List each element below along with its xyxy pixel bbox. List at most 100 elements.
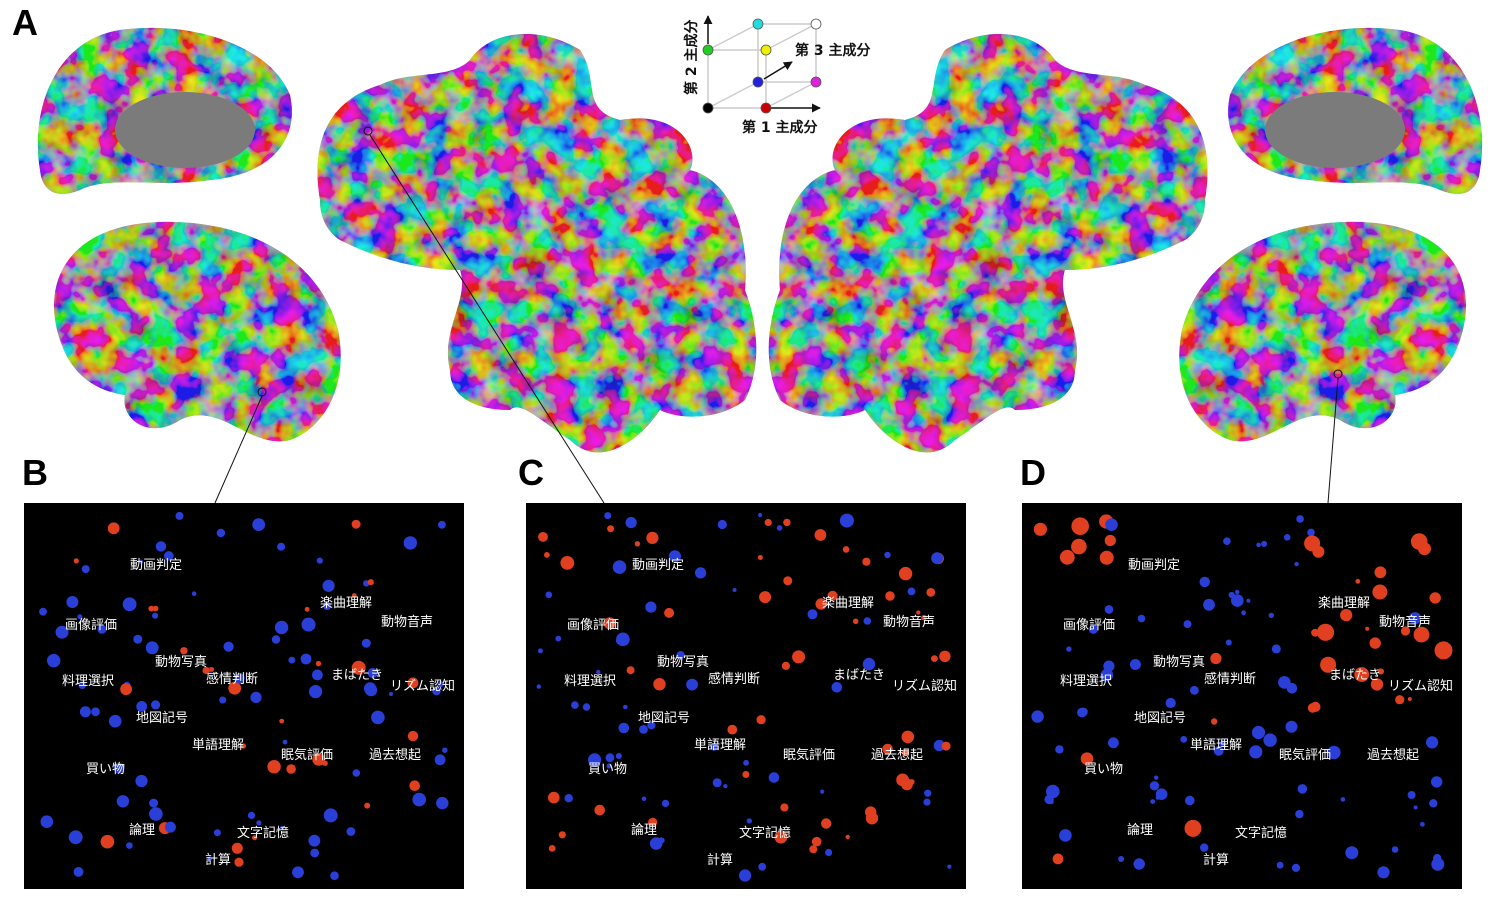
- dot: [653, 678, 666, 691]
- dot: [1433, 854, 1442, 863]
- dot: [1150, 799, 1156, 804]
- dot: [1079, 707, 1088, 717]
- dot: [1268, 612, 1274, 619]
- dot: [1059, 549, 1075, 565]
- word-label: 地図記号: [1134, 710, 1186, 726]
- dot: [432, 687, 441, 696]
- dot: [884, 551, 891, 559]
- dot: [1103, 660, 1115, 672]
- dot: [1256, 542, 1261, 548]
- panel-label: B: [22, 452, 48, 493]
- dot: [79, 706, 91, 718]
- dot: [122, 597, 137, 612]
- dot: [1033, 522, 1047, 536]
- dot: [250, 691, 262, 703]
- dot: [792, 650, 806, 664]
- dot: [548, 791, 560, 804]
- dot: [825, 848, 833, 857]
- dot: [1180, 736, 1188, 743]
- dot: [781, 661, 790, 670]
- dot: [282, 739, 288, 745]
- dot: [351, 593, 357, 598]
- word-label: 画像評価: [65, 618, 117, 633]
- axis3-label: 第 3 主成分: [795, 42, 871, 59]
- panel-background: [1022, 503, 1462, 889]
- dot: [309, 685, 323, 699]
- dot: [661, 799, 670, 807]
- dot: [1088, 624, 1098, 634]
- dot: [202, 666, 210, 675]
- dot: [1294, 561, 1299, 567]
- dot: [1431, 776, 1443, 788]
- panel-label: A: [12, 2, 38, 43]
- dot: [1261, 540, 1268, 547]
- dot: [1340, 797, 1346, 802]
- dot: [842, 546, 850, 553]
- dot: [1183, 620, 1192, 629]
- dot: [315, 660, 322, 667]
- dot: [126, 842, 133, 849]
- word-label: 眠気評価: [1279, 747, 1331, 763]
- dot: [164, 551, 174, 561]
- dot: [175, 511, 184, 520]
- dot: [442, 747, 448, 753]
- word-label: 楽曲理解: [1318, 595, 1370, 611]
- dot: [865, 812, 879, 825]
- dot: [155, 541, 167, 552]
- dot: [207, 856, 213, 861]
- dot: [438, 520, 446, 529]
- word-label: 楽曲理解: [320, 595, 372, 611]
- dot: [1354, 667, 1370, 682]
- dot: [555, 635, 562, 642]
- dot: [164, 821, 176, 833]
- dot: [1149, 781, 1160, 791]
- dot: [346, 827, 356, 836]
- dot: [827, 590, 838, 601]
- dot: [774, 830, 788, 844]
- dot: [308, 834, 321, 847]
- word-label: まばたき: [1329, 668, 1381, 683]
- dot: [271, 635, 281, 644]
- dot: [247, 811, 256, 819]
- axis1-label: 第 1 主成分: [742, 119, 818, 136]
- word-label: 動物写真: [657, 655, 709, 670]
- dot: [548, 845, 556, 852]
- dot: [896, 773, 909, 787]
- dot: [228, 681, 242, 695]
- dot: [1312, 545, 1325, 558]
- dot: [743, 759, 749, 766]
- dot: [623, 704, 628, 710]
- dot: [1108, 737, 1119, 749]
- dot: [252, 835, 258, 841]
- dot: [1320, 656, 1337, 673]
- dot: [323, 808, 338, 823]
- dot: [135, 774, 148, 788]
- dot: [1105, 518, 1118, 531]
- dot: [312, 669, 323, 681]
- dot: [403, 536, 417, 550]
- dot: [292, 866, 304, 879]
- dot: [710, 742, 719, 751]
- dot: [409, 780, 421, 791]
- dot: [626, 666, 635, 675]
- dot: [1263, 733, 1277, 747]
- dot: [759, 591, 772, 604]
- dot: [931, 655, 938, 662]
- dot: [389, 692, 393, 696]
- dot: [1316, 623, 1335, 641]
- dot: [1099, 550, 1114, 565]
- dot: [148, 605, 155, 612]
- dot: [862, 657, 876, 671]
- dot: [756, 715, 766, 725]
- dot: [234, 673, 245, 684]
- dot: [924, 789, 932, 797]
- word-label: 論理: [1127, 822, 1153, 838]
- dot: [351, 519, 361, 529]
- word-label: 買い物: [86, 762, 125, 777]
- dot: [73, 558, 79, 564]
- dot: [758, 512, 763, 518]
- word-label: 感情判断: [1204, 671, 1256, 687]
- word-label: 過去想起: [369, 747, 421, 763]
- right-flatmap: [768, 33, 1208, 453]
